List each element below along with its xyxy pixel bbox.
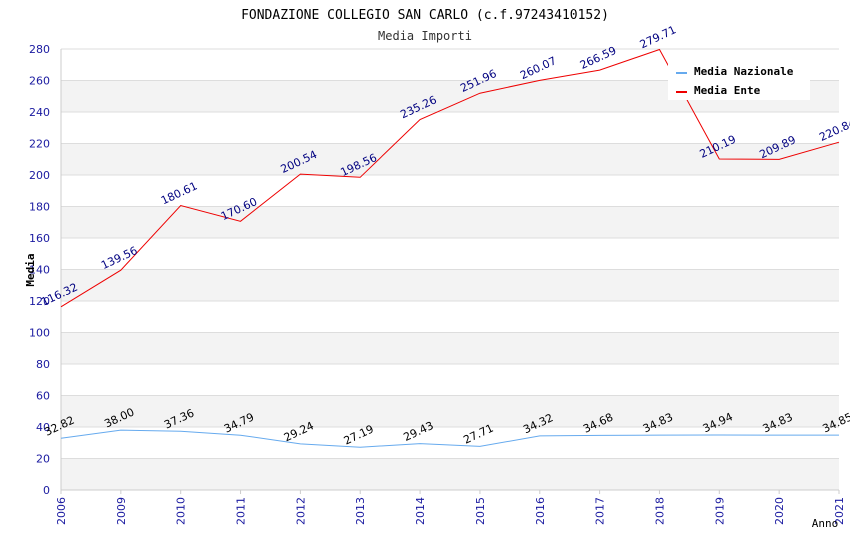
y-tick-label: 40: [36, 421, 50, 434]
legend-box: [668, 60, 810, 100]
x-tick-label: 2012: [294, 497, 307, 525]
x-axis-label: Anno: [812, 517, 839, 530]
chart-subtitle: Media Importi: [378, 29, 472, 43]
plot-band: [61, 395, 839, 427]
x-tick-label: 2017: [594, 497, 607, 525]
x-tick-labels: 2006 2009 2010 2011 2012 2013 2014 2015 2016 2017…: [55, 497, 846, 525]
plot-band: [61, 206, 839, 238]
plot-band: [61, 238, 839, 270]
y-tick-label: 280: [29, 43, 50, 56]
x-tick-label: 2006: [55, 497, 68, 525]
plot-band: [61, 301, 839, 333]
legend-label: Media Ente: [694, 84, 761, 97]
y-tick-label: 140: [29, 264, 50, 277]
grid-lines: [61, 48, 839, 491]
series-line: [60, 429, 839, 448]
x-tick-label: 2021: [833, 497, 846, 525]
y-axis-label: Media: [24, 253, 37, 286]
y-tick-label: 20: [36, 453, 50, 466]
data-label: 279.71: [638, 23, 678, 51]
y-tick-label: 120: [29, 295, 50, 308]
x-tick-label: 2015: [474, 497, 487, 525]
y-tick-label: 220: [29, 138, 50, 151]
x-tick-label: 2010: [175, 497, 188, 525]
plot-band: [61, 175, 839, 207]
plot-band: [61, 364, 839, 396]
y-tick-label: 180: [29, 201, 50, 214]
x-tick-label: 2019: [713, 497, 726, 525]
plot-band: [61, 458, 839, 490]
x-tick-label: 2011: [235, 497, 248, 525]
legend-label: Media Nazionale: [694, 65, 794, 78]
plot-band: [61, 143, 839, 175]
axes: [60, 49, 840, 494]
legend: Media Nazionale Media Ente: [668, 60, 810, 100]
y-tick-label: 0: [43, 484, 50, 497]
plot-band: [61, 269, 839, 301]
plot-band: [61, 427, 839, 459]
x-tick-label: 2013: [354, 497, 367, 525]
chart-title: FONDAZIONE COLLEGIO SAN CARLO (c.f.97243…: [241, 8, 609, 23]
y-tick-label: 100: [29, 327, 50, 340]
y-tick-label: 60: [36, 390, 50, 403]
series-lines: [60, 48, 840, 448]
x-tick-label: 2018: [653, 497, 666, 525]
plot-band: [61, 112, 839, 144]
x-tick-label: 2014: [414, 497, 427, 525]
series-line: [60, 48, 840, 308]
y-tick-label: 160: [29, 232, 50, 245]
y-tick-labels: 0 20 40 60 80 100 120 140 160 180 200 220 240 260 280: [29, 43, 50, 497]
plot-band: [61, 332, 839, 364]
x-tick-label: 2009: [115, 497, 128, 525]
y-tick-label: 200: [29, 169, 50, 182]
x-tick-label: 2016: [534, 497, 547, 525]
y-tick-label: 240: [29, 106, 50, 119]
y-tick-label: 260: [29, 75, 50, 88]
y-tick-label: 80: [36, 358, 50, 371]
x-tick-label: 2020: [773, 497, 786, 525]
